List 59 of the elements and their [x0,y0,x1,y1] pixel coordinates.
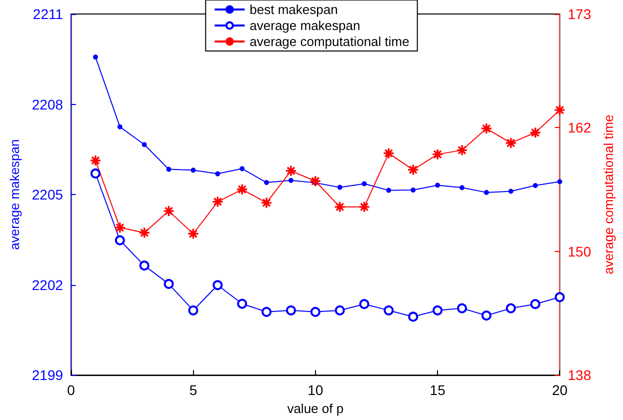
y2-tick-label: 173 [568,6,592,22]
point [310,306,320,317]
point [240,166,245,172]
y-tick-label: 2205 [32,186,64,203]
legend-label: average makespan [250,18,360,33]
point [92,54,98,60]
point [532,183,538,188]
point [408,312,418,322]
point [334,305,345,316]
y-tick-label: 2199 [32,367,64,384]
x-tick-label: 0 [67,382,76,398]
legend-label: average computational time [250,34,410,49]
point [457,303,467,314]
y-tick-label: 2211 [32,6,64,22]
point [554,292,565,302]
point [384,305,394,316]
point [435,182,440,188]
legend-label: best makespan [250,2,338,17]
point [142,142,147,148]
point [557,179,562,184]
point [262,306,272,317]
x-tick-label: 20 [552,382,568,398]
point [166,166,172,172]
point [264,180,270,186]
x-tick-label: 15 [430,382,446,398]
point [117,124,122,130]
point [432,305,443,316]
point [530,299,540,310]
point [410,188,416,193]
x-axis-title: value of p [287,401,344,416]
point [508,188,514,194]
point [288,178,294,183]
x-tick-label: 10 [308,382,324,398]
y-tick-label: 2208 [32,96,64,112]
x-tick-label: 5 [189,382,198,398]
point [460,185,464,190]
point [506,303,516,314]
point [90,168,100,178]
point [114,235,125,246]
point [212,280,223,290]
point [215,171,220,176]
point [484,190,489,195]
y-axis-title: average makespan [7,139,22,250]
point [362,181,367,186]
point [188,305,198,316]
point [359,299,370,310]
point [139,260,150,271]
y2-tick-label: 162 [568,119,592,136]
point [386,188,392,193]
point [190,168,196,173]
point [481,310,492,321]
y2-tick-label: 138 [568,367,592,384]
point [337,184,342,190]
point [164,278,174,289]
y2-axis-title: average computational time [601,114,616,274]
point [237,298,248,309]
point [286,305,296,316]
y-tick-label: 2202 [32,276,64,293]
y2-tick-label: 150 [568,243,592,260]
